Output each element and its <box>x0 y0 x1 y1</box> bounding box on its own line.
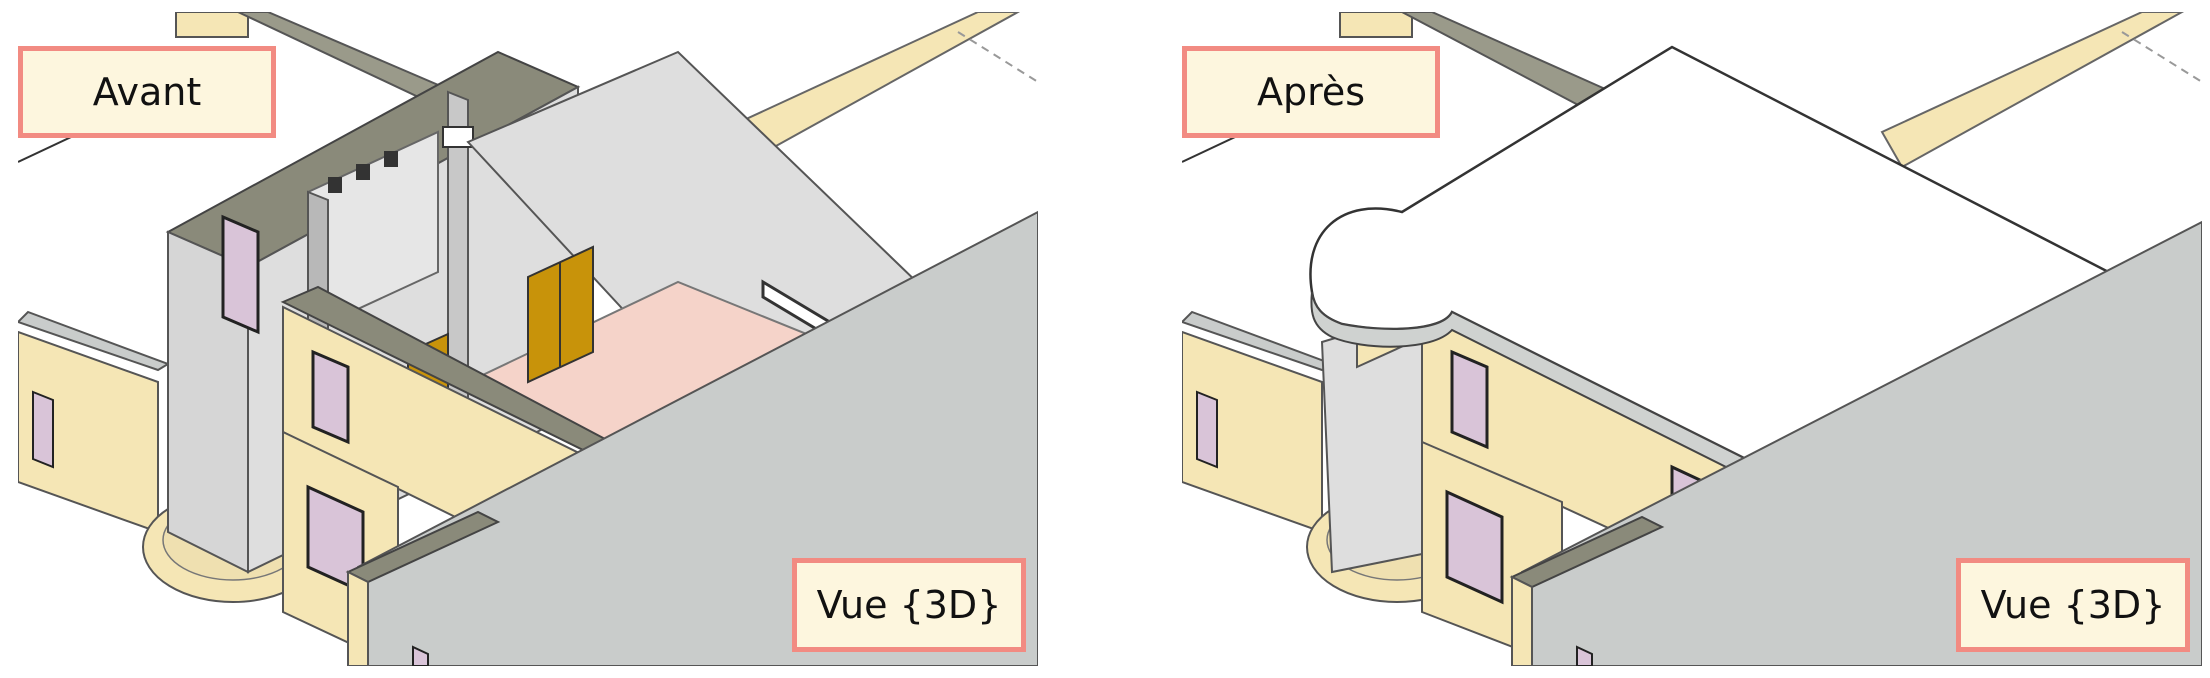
before-label: Avant <box>18 46 276 138</box>
model-3d-before <box>18 12 1038 666</box>
viewport-before[interactable]: Avant Vue {3D} <box>18 12 1038 666</box>
model-3d-after <box>1182 12 2202 666</box>
view-3d-label: Vue {3D} <box>792 558 1026 652</box>
viewport-after[interactable]: Après Vue {3D} <box>1182 12 2202 666</box>
view-3d-label: Vue {3D} <box>1956 558 2190 652</box>
after-label: Après <box>1182 46 1440 138</box>
